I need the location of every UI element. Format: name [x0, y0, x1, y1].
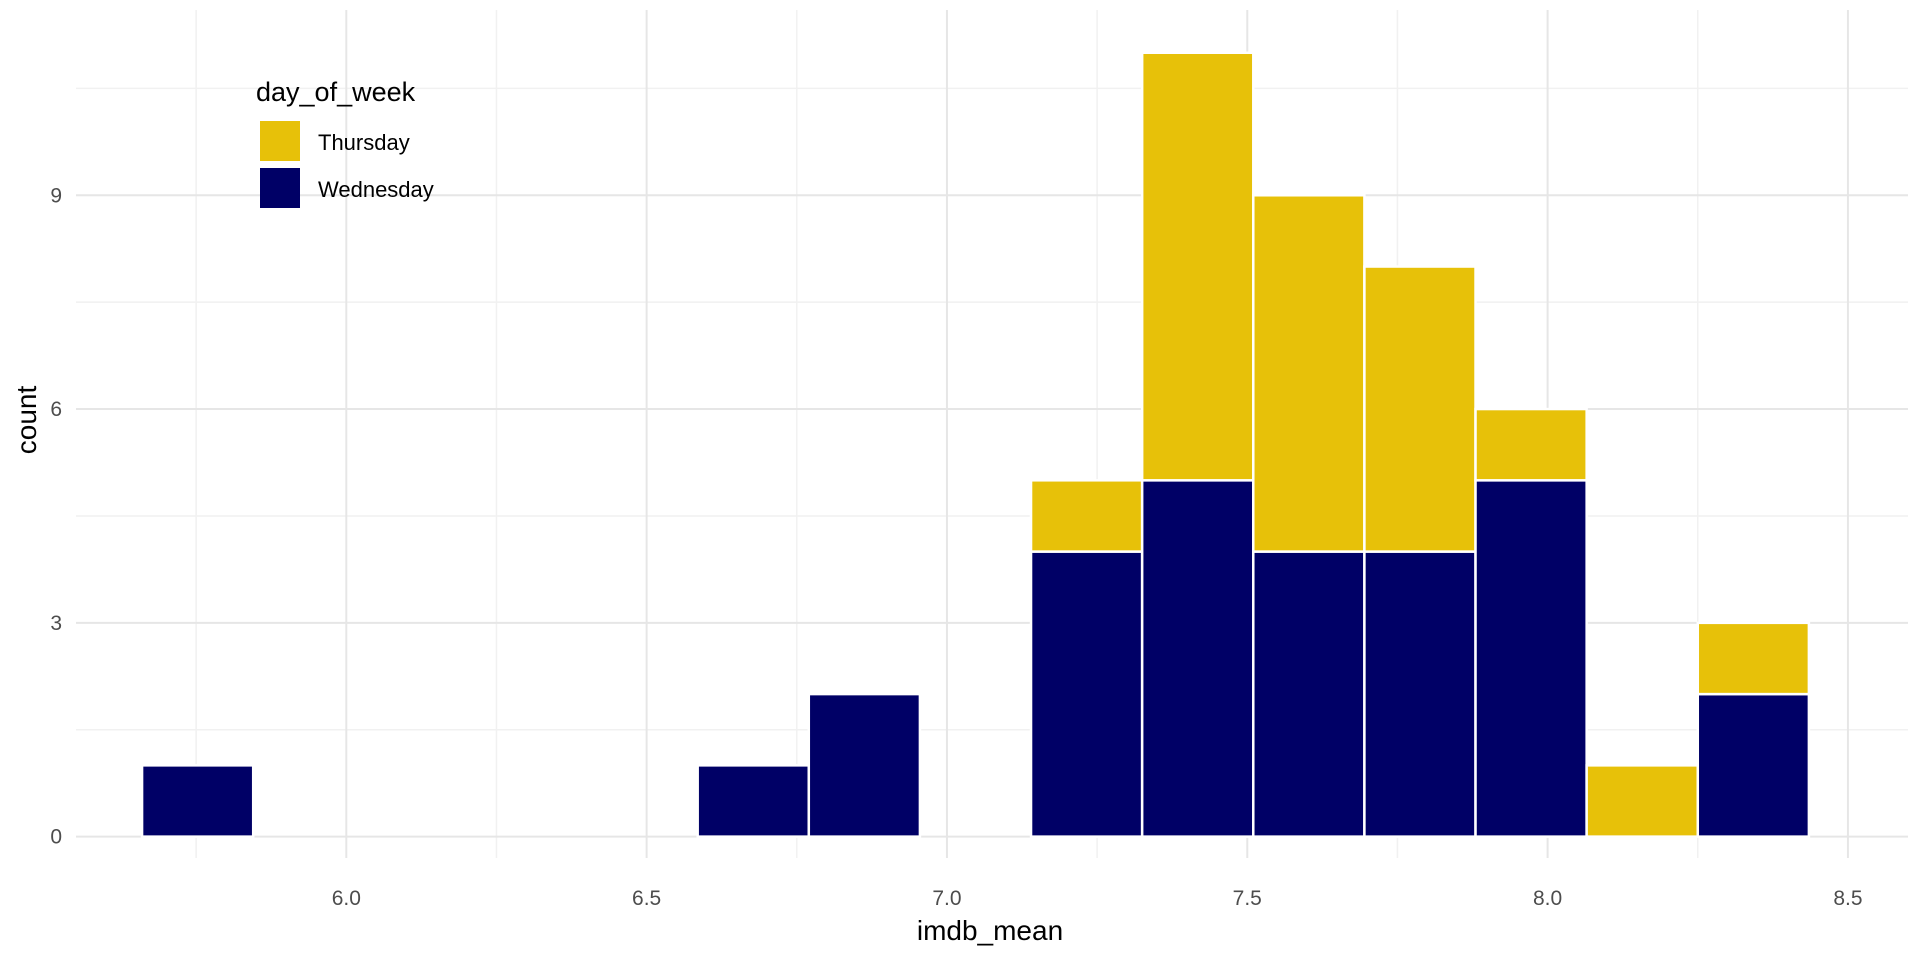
bar-thursday — [1140, 51, 1255, 482]
y-axis-ticks: 0 3 6 9 — [50, 184, 62, 848]
bar-wednesday — [1252, 550, 1366, 838]
x-axis-ticks: 6.0 6.5 7.0 7.5 8.0 8.5 — [332, 887, 1863, 910]
legend-title: day_of_week — [256, 77, 416, 107]
x-tick-label: 8.5 — [1833, 887, 1862, 910]
bar-wednesday — [1696, 692, 1811, 838]
x-tick-label: 6.0 — [332, 887, 361, 910]
bar-thursday — [1363, 265, 1477, 553]
x-tick-label: 7.5 — [1233, 887, 1262, 910]
y-tick-label: 3 — [50, 612, 62, 635]
x-tick-label: 8.0 — [1533, 887, 1562, 910]
bar-thursday — [1029, 479, 1144, 553]
x-tick-label: 7.0 — [932, 887, 961, 910]
bar-wednesday — [1140, 479, 1255, 838]
bar-wednesday — [1363, 550, 1477, 838]
legend-label-thursday: Thursday — [318, 130, 410, 155]
bar-wednesday — [1029, 550, 1144, 838]
y-axis-title: count — [11, 386, 42, 455]
legend-swatch-wednesday — [260, 168, 300, 208]
y-tick-label: 9 — [50, 184, 62, 207]
bar-wednesday — [1474, 479, 1588, 838]
bar-wednesday — [696, 764, 811, 838]
y-tick-label: 0 — [50, 826, 62, 849]
bars — [140, 51, 1811, 838]
x-axis-title: imdb_mean — [917, 915, 1063, 946]
legend-label-wednesday: Wednesday — [318, 177, 434, 202]
bar-thursday — [1474, 407, 1588, 482]
bar-thursday — [1585, 764, 1700, 838]
bar-wednesday — [140, 764, 255, 838]
y-tick-label: 6 — [50, 398, 62, 421]
legend: day_of_week Thursday Wednesday — [256, 77, 434, 208]
bar-wednesday — [807, 692, 922, 838]
bar-thursday — [1252, 194, 1366, 553]
x-tick-label: 6.5 — [632, 887, 661, 910]
bar-thursday — [1696, 621, 1811, 696]
legend-swatch-thursday — [260, 121, 300, 161]
